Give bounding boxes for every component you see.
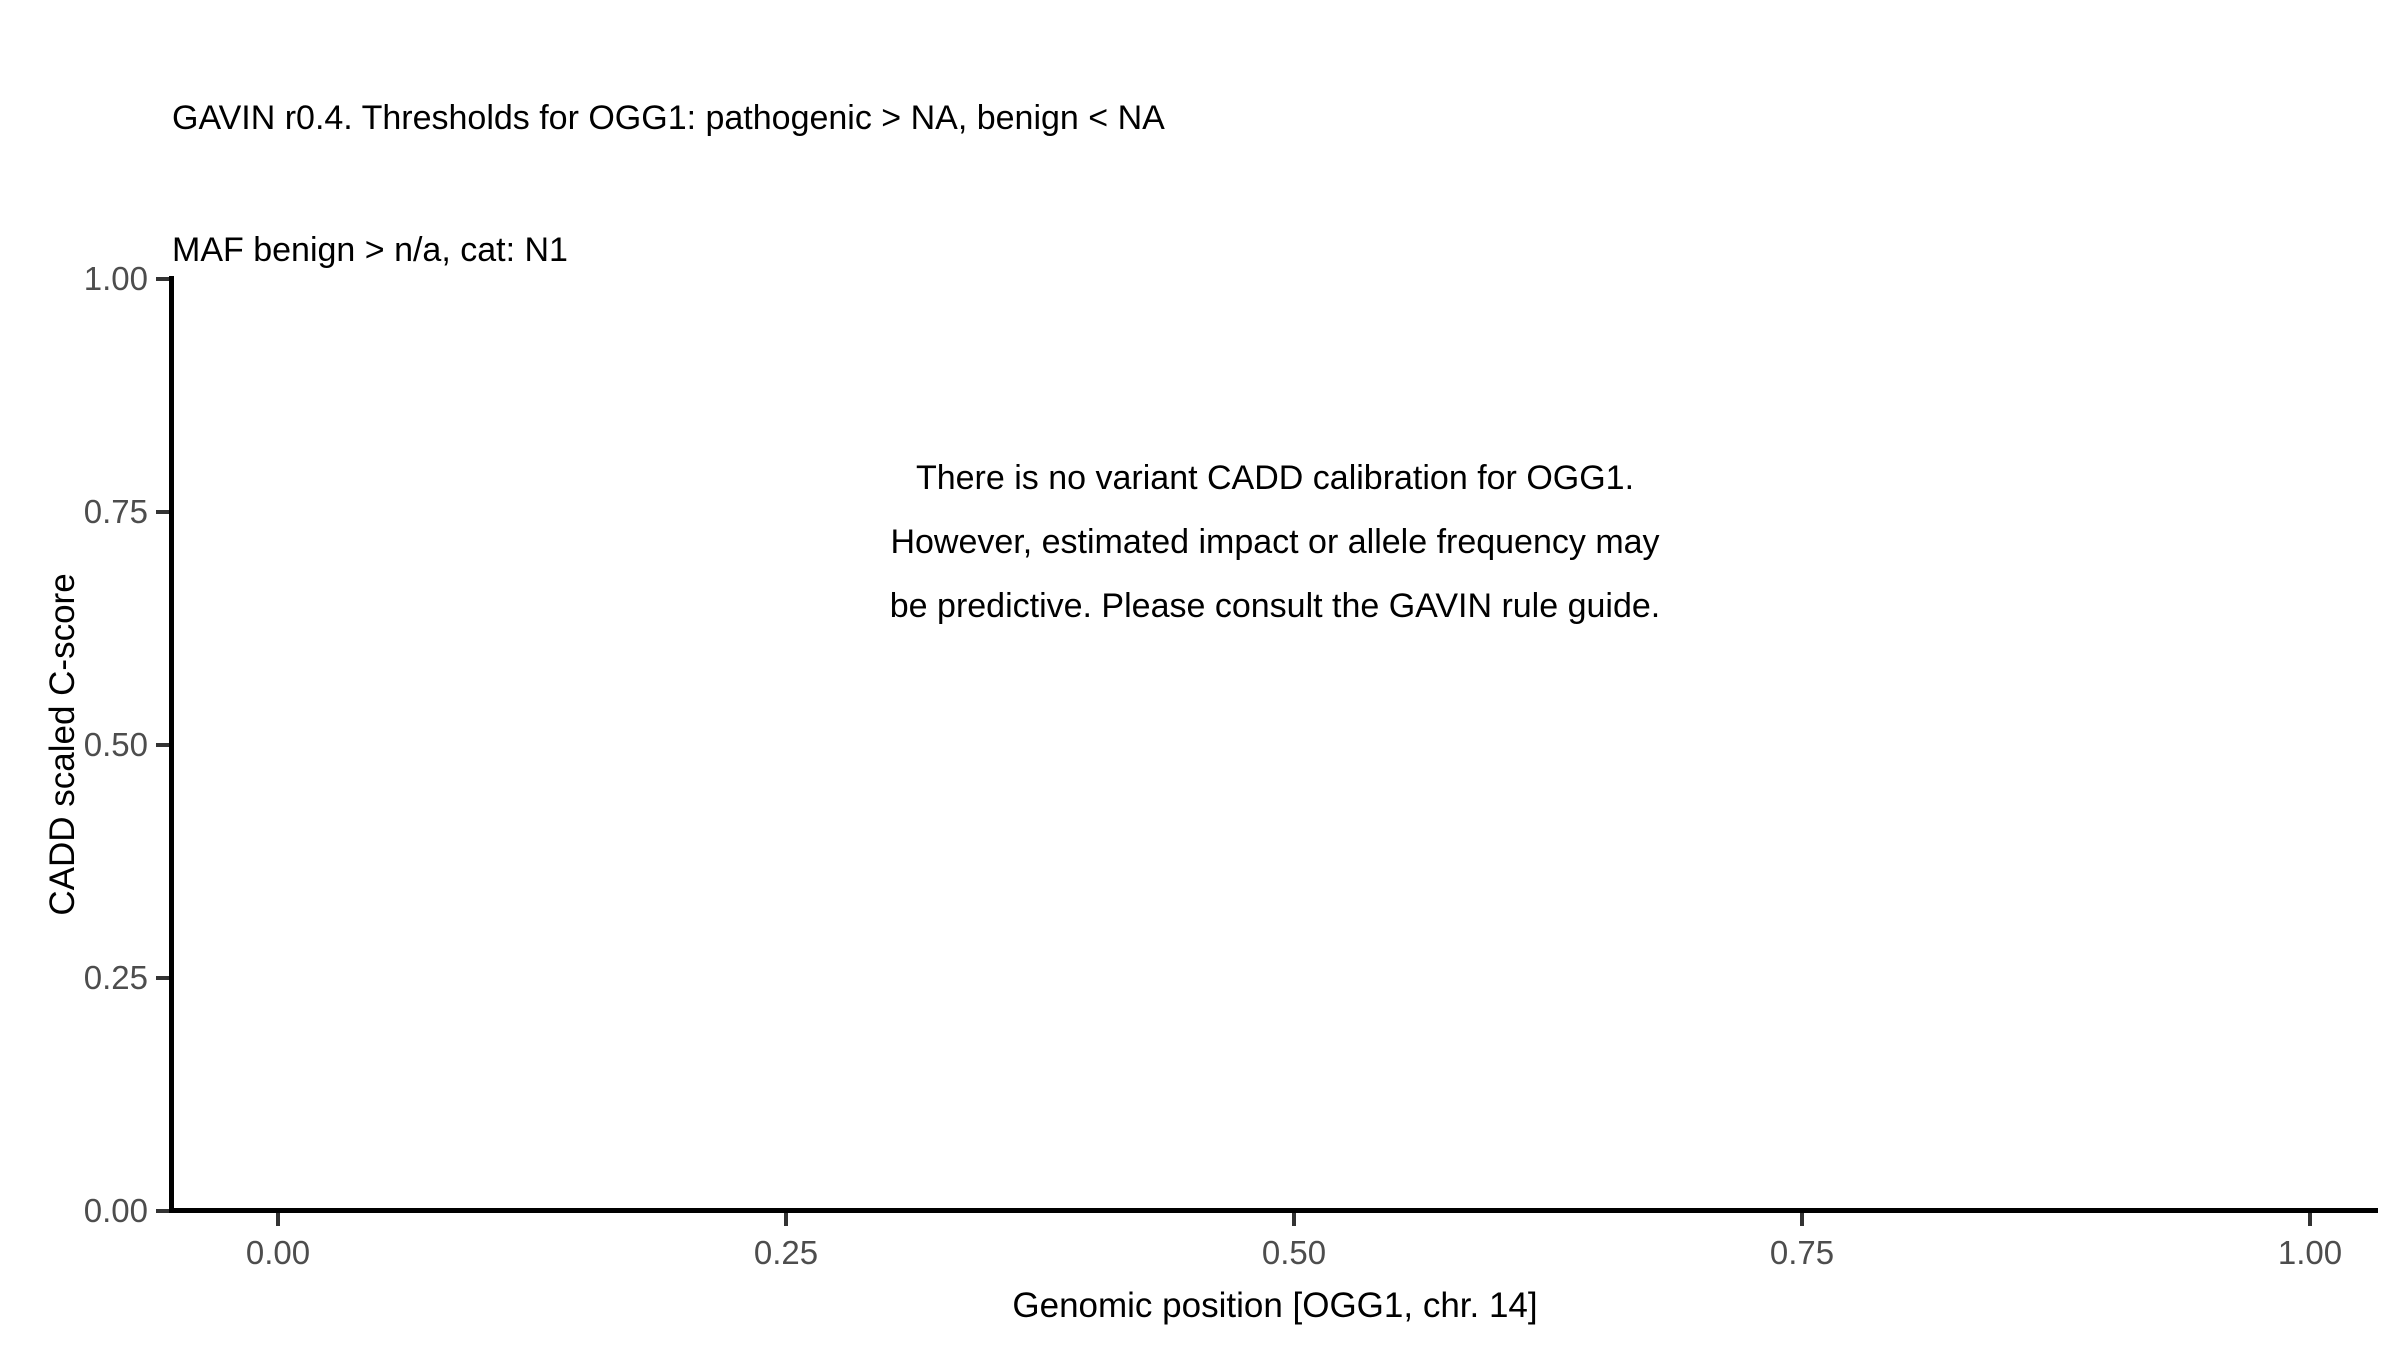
annotation-line-3: be predictive. Please consult the GAVIN … bbox=[889, 587, 1661, 625]
x-axis-line bbox=[169, 1208, 2378, 1213]
x-axis-tick-1 bbox=[784, 1213, 788, 1226]
y-axis-tick-1 bbox=[156, 976, 169, 980]
plot-title-line-1: GAVIN r0.4. Thresholds for OGG1: pathoge… bbox=[172, 99, 1165, 137]
annotation-line-2: However, estimated impact or allele freq… bbox=[890, 523, 1660, 561]
x-axis-tick-3 bbox=[1800, 1213, 1804, 1226]
empty-state-annotation: There is no variant CADD calibration for… bbox=[172, 446, 2378, 638]
y-axis-tick-4 bbox=[156, 277, 169, 281]
y-axis-ticklabel-2: 0.50 bbox=[83, 726, 148, 763]
y-axis-tick-0 bbox=[156, 1209, 169, 1213]
x-axis-ticklabel-3: 0.75 bbox=[1769, 1234, 1835, 1271]
x-axis-tick-2 bbox=[1292, 1213, 1296, 1226]
annotation-line-1: There is no variant CADD calibration for… bbox=[915, 459, 1635, 497]
plot-title-line-2: MAF benign > n/a, cat: N1 bbox=[172, 231, 568, 269]
x-axis-title: Genomic position [OGG1, chr. 14] bbox=[1012, 1286, 1538, 1325]
x-axis-tick-0 bbox=[276, 1213, 280, 1226]
plot-panel: There is no variant CADD calibration for… bbox=[172, 278, 2378, 1211]
y-axis-ticklabel-3: 0.75 bbox=[83, 493, 148, 530]
x-axis-ticklabel-4: 1.00 bbox=[2277, 1234, 2343, 1271]
y-axis-title: CADD scaled C-score bbox=[43, 573, 82, 916]
y-axis-tick-2 bbox=[156, 743, 169, 747]
x-axis-ticklabel-1: 0.25 bbox=[753, 1234, 819, 1271]
y-axis-line bbox=[169, 276, 174, 1213]
x-axis-ticklabel-2: 0.50 bbox=[1261, 1234, 1327, 1271]
y-axis-ticklabel-1: 0.25 bbox=[83, 959, 148, 996]
x-axis-tick-4 bbox=[2308, 1213, 2312, 1226]
y-axis-tick-3 bbox=[156, 510, 169, 514]
y-axis-ticklabel-4: 1.00 bbox=[83, 260, 148, 297]
y-axis-ticklabel-0: 0.00 bbox=[83, 1192, 148, 1229]
x-axis-ticklabel-0: 0.00 bbox=[245, 1234, 311, 1271]
